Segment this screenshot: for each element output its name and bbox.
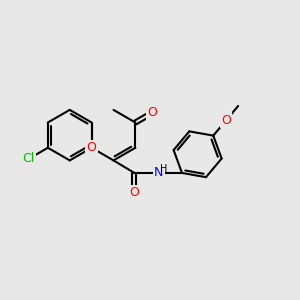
Text: Cl: Cl <box>22 152 35 165</box>
Text: H: H <box>160 164 168 174</box>
Text: O: O <box>221 114 231 127</box>
Text: O: O <box>147 106 157 119</box>
Text: N: N <box>154 167 164 179</box>
Text: O: O <box>130 186 139 199</box>
Text: O: O <box>87 141 97 154</box>
